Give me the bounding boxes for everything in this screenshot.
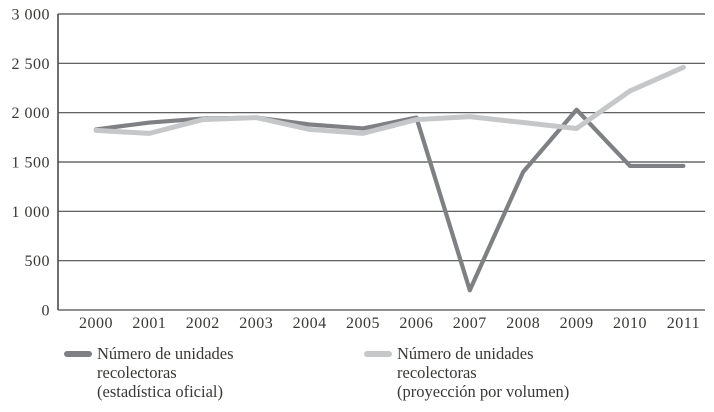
legend-label-official: Número de unidades recolectoras (estadís… [97,344,234,401]
x-axis-tick-label: 2003 [239,315,273,332]
x-axis-tick-label: 2002 [186,315,220,332]
legend-swatch-projection-icon [364,351,392,357]
x-axis-tick-labels: 2000 2001 2002 2003 2004 2005 2006 2007 2008 2009… [79,315,700,332]
y-axis-tick-label: 1 000 [12,204,51,221]
y-axis-tick-label: 2 500 [12,56,51,73]
series-line-official [93,107,686,293]
series-line-projection [93,64,686,136]
series-lines-group [93,64,686,293]
legend-swatch-official-icon [64,351,92,357]
gridlines-group [58,13,705,311]
legend-item-official: Número de unidades recolectoras (estadís… [64,344,234,401]
legend: Número de unidades recolectoras (estadís… [0,344,714,412]
x-axis-tick-label: 2008 [506,315,540,332]
y-axis-tick-label: 2 000 [12,105,51,122]
x-axis-tick-label: 2004 [293,315,327,332]
x-axis-tick-label: 2009 [560,315,594,332]
x-axis-tick-label: 2005 [346,315,380,332]
x-axis-tick-label: 2007 [453,315,487,332]
x-axis-tick-label: 2000 [79,315,113,332]
y-axis-tick-label: 0 [42,303,51,320]
x-axis-tick-label: 2011 [667,315,700,332]
legend-label-projection: Número de unidades recolectoras (proyecc… [397,344,570,401]
y-axis-tick-label: 1 500 [12,155,51,172]
y-axis-tick-labels: 3 000 2 500 2 000 1 500 1 000 500 0 [12,7,51,320]
y-axis-tick-label: 3 000 [12,7,51,24]
y-axis-tick-label: 500 [25,253,51,270]
x-axis-tick-label: 2001 [132,315,166,332]
legend-item-projection: Número de unidades recolectoras (proyecc… [364,344,569,401]
x-axis-tick-label: 2010 [613,315,647,332]
x-axis-tick-label: 2006 [399,315,433,332]
